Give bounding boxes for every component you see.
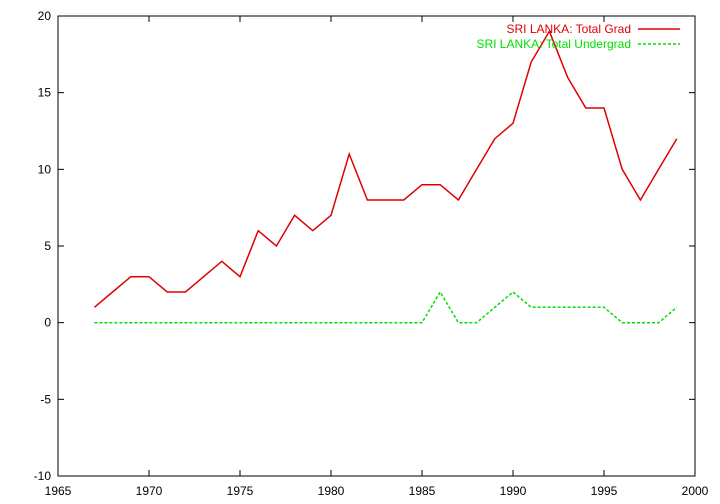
x-tick-label: 1965 xyxy=(45,484,72,498)
x-tick-label: 2000 xyxy=(682,484,709,498)
legend-label: SRI LANKA: Total Grad xyxy=(507,22,632,36)
series-line-1 xyxy=(93,29,678,308)
y-tick-label: 20 xyxy=(38,9,52,23)
plot-frame xyxy=(57,15,696,477)
series-line-2 xyxy=(94,290,678,324)
y-tick-label: 5 xyxy=(44,239,51,253)
x-tick-label: 1975 xyxy=(227,484,254,498)
x-tick-label: 1985 xyxy=(409,484,436,498)
x-tick-label: 1995 xyxy=(591,484,618,498)
y-tick-label: 15 xyxy=(38,86,52,100)
x-tick-label: 1980 xyxy=(318,484,345,498)
x-tick-label: 1970 xyxy=(136,484,163,498)
legend-label: SRI LANKA: Total Undergrad xyxy=(476,37,631,51)
y-tick-label: 0 xyxy=(44,316,51,330)
y-tick-label: -10 xyxy=(34,469,52,483)
axis-ticks: 1965 1970 1975 1980 1985 1990 1995 2000 -10 -5 0 5 1… xyxy=(34,9,709,498)
y-tick-label: 10 xyxy=(38,162,52,176)
series-layer xyxy=(93,29,678,324)
x-tick-label: 1990 xyxy=(500,484,527,498)
y-tick-label: -5 xyxy=(40,392,51,406)
